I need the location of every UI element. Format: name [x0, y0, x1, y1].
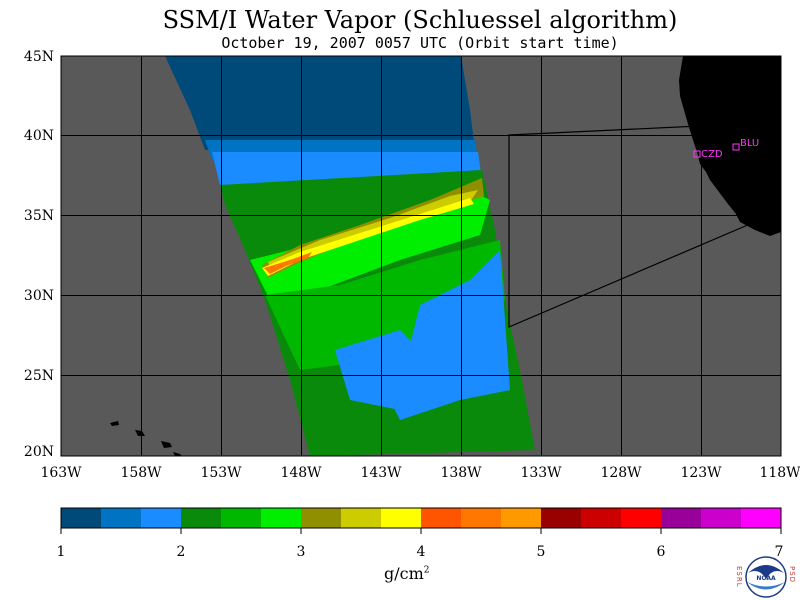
- colorbar-swatch: [701, 508, 742, 528]
- noaa-esrl-logo: ESRL NOAA PSD: [735, 556, 796, 598]
- lon-label-118w: 118W: [759, 465, 800, 481]
- island-hawaii-4: [173, 452, 182, 456]
- lat-label-35n: 35N: [24, 208, 54, 224]
- station-blu-label: BLU: [740, 138, 759, 149]
- lon-label-143w: 143W: [360, 465, 402, 481]
- lat-label-45n: 45N: [24, 49, 54, 65]
- chart-title: SSM/I Water Vapor (Schluessel algorithm): [162, 6, 678, 34]
- swath-band-yellow: [262, 198, 474, 276]
- land-north-america: [679, 56, 781, 236]
- colorbar-label-5: 5: [537, 544, 546, 560]
- noaa-badge-bird: [748, 565, 784, 579]
- colorbar-swatch: [221, 508, 262, 528]
- lon-label-133w: 133W: [520, 465, 562, 481]
- colorbar-swatch: [661, 508, 702, 528]
- lon-label-163w: 163W: [40, 465, 82, 481]
- station-czd-label: CZD: [701, 149, 723, 160]
- lon-label-123w: 123W: [680, 465, 722, 481]
- swath-band-orange-core: [264, 252, 312, 274]
- island-hawaii-3: [161, 441, 172, 448]
- colorbar-swatch: [541, 508, 582, 528]
- colorbar-units: g/cm2: [384, 564, 430, 583]
- colorbar-swatch: [381, 508, 422, 528]
- colorbar-swatch: [181, 508, 222, 528]
- colorbar-label-1: 1: [57, 544, 66, 560]
- island-hawaii-1: [110, 421, 119, 426]
- colorbar-swatch: [501, 508, 542, 528]
- colorbar-label-2: 2: [177, 544, 186, 560]
- station-czd-marker: [693, 150, 701, 158]
- lat-label-25n: 25N: [24, 368, 54, 384]
- lat-label-40n: 40N: [24, 128, 54, 144]
- noaa-badge-label: NOAA: [756, 575, 776, 582]
- lon-label-158w: 158W: [120, 465, 162, 481]
- colorbar-swatch: [261, 508, 302, 528]
- noaa-badge-water: [747, 582, 785, 590]
- map-frame: [60, 55, 782, 457]
- island-hawaii-2: [135, 430, 145, 436]
- graticule: [61, 56, 781, 456]
- colorbar-swatch: [141, 508, 182, 528]
- region-boundary: [508, 125, 751, 328]
- units-exponent: 2: [423, 565, 430, 576]
- colorbar-label-6: 6: [657, 544, 666, 560]
- colorbar-swatch: [341, 508, 382, 528]
- colorbar-swatch: [461, 508, 502, 528]
- colorbar: [61, 508, 782, 528]
- colorbar-label-7: 7: [775, 544, 784, 560]
- lon-label-153w: 153W: [200, 465, 242, 481]
- logo-psd-text: PSD: [788, 566, 796, 583]
- lon-label-148w: 148W: [280, 465, 322, 481]
- colorbar-ticks: [60, 528, 782, 534]
- colorbar-swatch: [421, 508, 462, 528]
- colorbar-swatch: [61, 508, 102, 528]
- colorbar-swatch: [301, 508, 342, 528]
- lon-label-128w: 128W: [600, 465, 642, 481]
- swath-band-bright-green: [250, 190, 490, 300]
- station-blu-marker: [732, 143, 740, 151]
- colorbar-swatch: [621, 508, 662, 528]
- swath-band-low: [165, 56, 475, 150]
- swath-band-mid-green: [265, 240, 505, 370]
- colorbar-swatch: [581, 508, 622, 528]
- units-text: g/cm: [384, 564, 424, 583]
- colorbar-swatch: [101, 508, 142, 528]
- lon-label-138w: 138W: [440, 465, 482, 481]
- swath-band-blue-south-2: [335, 330, 430, 410]
- lat-label-20n: 20N: [24, 444, 54, 460]
- logo-esrl-text: ESRL: [735, 566, 743, 588]
- colorbar-swatch: [741, 508, 782, 528]
- chart-subtitle: October 19, 2007 0057 UTC (Orbit start t…: [221, 34, 619, 52]
- lat-label-30n: 30N: [24, 288, 54, 304]
- colorbar-label-3: 3: [297, 544, 306, 560]
- colorbar-label-4: 4: [417, 544, 426, 560]
